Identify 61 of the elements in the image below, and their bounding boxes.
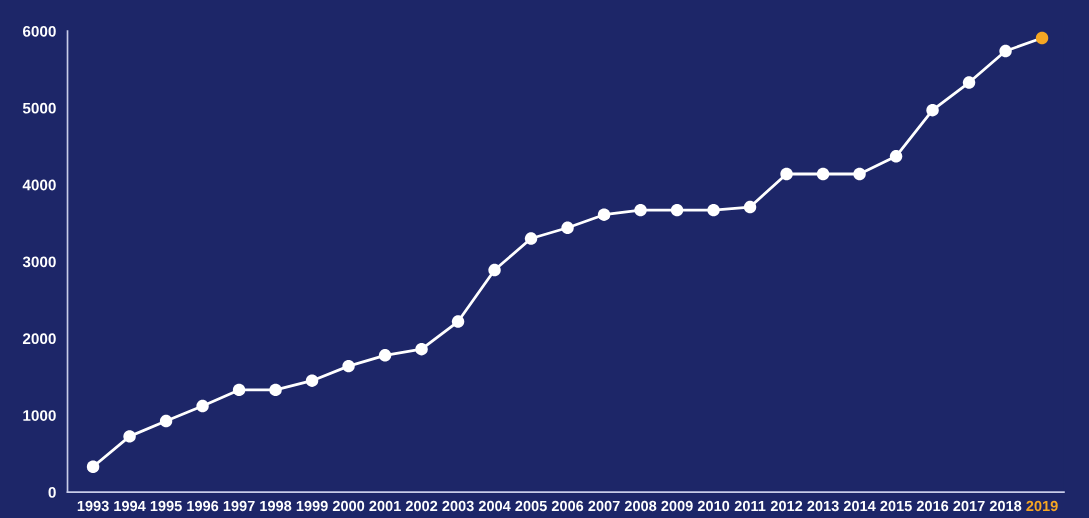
y-tick-label: 4000 xyxy=(22,179,56,191)
point xyxy=(305,374,319,387)
point xyxy=(159,414,173,428)
x-tick-label: 2009 xyxy=(661,500,693,512)
point xyxy=(232,383,246,397)
y-tick-label: 2000 xyxy=(22,333,56,345)
point xyxy=(634,203,647,217)
y-tick-label: 6000 xyxy=(22,25,56,37)
point xyxy=(962,76,976,89)
y-tick-label: 3000 xyxy=(22,256,56,268)
point xyxy=(816,167,830,181)
x-tick-label: 1997 xyxy=(223,500,255,512)
y-tick-label: 5000 xyxy=(22,102,56,114)
x-tick-label: 2015 xyxy=(880,500,912,512)
x-tick-label: 2018 xyxy=(989,500,1022,512)
x-tick-label: 2016 xyxy=(916,500,949,512)
x-tick-label: 2012 xyxy=(770,500,803,512)
x-tick-label: 2003 xyxy=(442,500,474,512)
point xyxy=(1035,31,1049,45)
point xyxy=(743,200,757,214)
x-tick-label: 2001 xyxy=(369,500,401,512)
x-tick-label: 2007 xyxy=(588,500,620,512)
x-tick-label: 2014 xyxy=(843,500,876,512)
x-tick-label: 1999 xyxy=(296,500,328,512)
point xyxy=(926,104,939,117)
x-tick-label: 2011 xyxy=(734,500,766,512)
point xyxy=(196,399,209,413)
point xyxy=(561,221,574,234)
x-tick-label: 2004 xyxy=(478,500,511,512)
x-tick-label: 2000 xyxy=(332,500,365,512)
point xyxy=(780,167,793,181)
point xyxy=(342,359,355,373)
y-tick-label: 0 xyxy=(48,486,56,498)
point xyxy=(415,342,428,356)
point xyxy=(123,430,136,443)
point xyxy=(597,208,611,221)
x-tick-label: 2005 xyxy=(515,500,547,512)
x-tick-label: 2002 xyxy=(405,500,438,512)
x-tick-label: 1998 xyxy=(260,500,292,512)
point xyxy=(488,263,501,277)
point xyxy=(670,203,684,217)
point xyxy=(378,349,392,362)
point xyxy=(269,383,282,397)
x-tick-label: 1996 xyxy=(187,500,219,512)
x-tick-label: 2008 xyxy=(624,500,657,512)
point xyxy=(707,203,720,217)
point xyxy=(999,44,1012,58)
point xyxy=(853,167,866,181)
x-tick-label: 2006 xyxy=(551,500,584,512)
x-tick-label: 2013 xyxy=(807,500,839,512)
point xyxy=(524,232,538,245)
x-tick-label: 1994 xyxy=(114,500,146,512)
x-tick-label: 1995 xyxy=(150,500,182,512)
point xyxy=(86,460,100,473)
x-tick-label: 2019 xyxy=(1026,500,1058,512)
point xyxy=(451,315,465,328)
y-tick-label: 1000 xyxy=(23,410,56,421)
x-tick-label: 2017 xyxy=(953,500,985,512)
x-tick-label: 1993 xyxy=(77,500,109,512)
point xyxy=(889,150,903,163)
x-tick-label: 2010 xyxy=(697,500,730,512)
